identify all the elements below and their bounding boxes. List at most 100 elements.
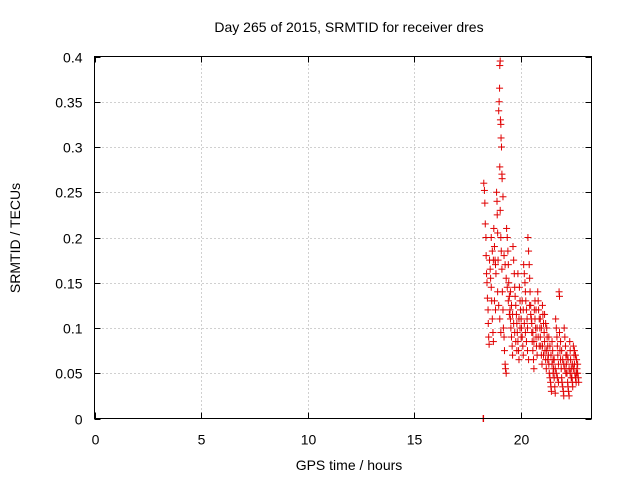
- data-point: [487, 234, 495, 241]
- data-point: [544, 356, 552, 364]
- data-point: [536, 315, 544, 323]
- data-point: [534, 288, 542, 296]
- data-point: [515, 315, 523, 323]
- data-point: [556, 329, 564, 337]
- data-point: [499, 306, 507, 314]
- x-tick-label: 0: [92, 432, 100, 448]
- data-point: [509, 351, 517, 359]
- data-point: [522, 338, 530, 346]
- data-point: [493, 188, 501, 196]
- plot-frame: [94, 56, 592, 419]
- data-point: [566, 338, 574, 346]
- data-point: [499, 193, 507, 201]
- data-point: [480, 186, 488, 194]
- data-point: [493, 211, 501, 219]
- data-point: [547, 351, 555, 359]
- y-tick-label: 0.3: [63, 140, 83, 156]
- data-point: [538, 342, 546, 350]
- data-point: [525, 356, 533, 364]
- data-point: [481, 199, 489, 207]
- data-point: [500, 333, 508, 341]
- data-point: [489, 256, 497, 264]
- y-tick-label: 0.05: [55, 366, 82, 382]
- data-point: [497, 329, 505, 337]
- data-point: [506, 306, 514, 314]
- data-point: [558, 347, 566, 355]
- data-point: [510, 319, 518, 327]
- data-point: [500, 347, 508, 355]
- data-point: [542, 319, 550, 327]
- data-point: [487, 283, 495, 291]
- y-tick-label: 0.15: [55, 276, 82, 292]
- data-point: [572, 351, 580, 359]
- data-point: [573, 356, 581, 364]
- data-point: [552, 369, 560, 377]
- data-point: [547, 387, 555, 395]
- data-point: [485, 340, 493, 348]
- data-point: [540, 351, 548, 359]
- data-point: [497, 120, 505, 128]
- data-point: [520, 270, 528, 278]
- data-point: [510, 256, 518, 264]
- data-point: [492, 270, 500, 278]
- data-point: [503, 234, 511, 241]
- data-point: [551, 365, 559, 373]
- data-point: [525, 261, 533, 269]
- data-point: [495, 301, 503, 309]
- data-point: [526, 288, 534, 296]
- data-point: [496, 315, 504, 323]
- data-point: [526, 274, 534, 282]
- data-point: [561, 342, 569, 350]
- data-point: [541, 310, 549, 318]
- data-point: [554, 351, 562, 359]
- data-point: [525, 247, 533, 255]
- data-point: [556, 292, 564, 300]
- data-point: [488, 315, 496, 323]
- data-point: [526, 301, 534, 309]
- data-point: [534, 333, 542, 341]
- data-point: [495, 107, 503, 115]
- data-point: [496, 206, 504, 214]
- data-point: [570, 347, 578, 355]
- y-tick-label: 0: [75, 412, 83, 428]
- data-point: [516, 324, 524, 332]
- data-point: [564, 387, 572, 395]
- data-point: [567, 374, 575, 382]
- data-point: [482, 252, 490, 260]
- data-point: [512, 338, 520, 346]
- data-point: [543, 347, 551, 355]
- data-point: [490, 243, 498, 251]
- x-tick-label: 20: [514, 432, 530, 448]
- data-point: [537, 324, 545, 332]
- data-point: [502, 369, 510, 377]
- data-point: [498, 175, 506, 183]
- data-point: [552, 315, 560, 323]
- data-point: [541, 338, 549, 346]
- data-point: [518, 297, 526, 305]
- data-point: [519, 351, 527, 359]
- data-point: [493, 197, 501, 205]
- data-point: [495, 98, 503, 106]
- data-point: [507, 324, 515, 332]
- x-tick-label: 10: [301, 432, 317, 448]
- data-point: [494, 229, 502, 237]
- axis-ticks: 0 0.05 0.1 0.15 0.2 0.25 0.3 0.35 0.4 0 5 10 15 20: [55, 50, 592, 448]
- data-point: [499, 324, 507, 332]
- data-point: [569, 383, 577, 391]
- data-point: [502, 365, 510, 373]
- data-point: [515, 283, 523, 291]
- data-point: [508, 301, 516, 309]
- data-point: [554, 378, 562, 386]
- data-point: [490, 224, 498, 232]
- data-point: [530, 365, 538, 373]
- data-point: [506, 288, 514, 296]
- y-tick-label: 0.35: [55, 95, 82, 111]
- data-point: [481, 220, 489, 228]
- y-axis-label: SRMTID / TECUs: [7, 183, 23, 293]
- data-point: [519, 342, 527, 350]
- data-point: [527, 310, 535, 318]
- data-point: [480, 179, 488, 187]
- data-point: [494, 288, 502, 296]
- data-point: [573, 369, 581, 377]
